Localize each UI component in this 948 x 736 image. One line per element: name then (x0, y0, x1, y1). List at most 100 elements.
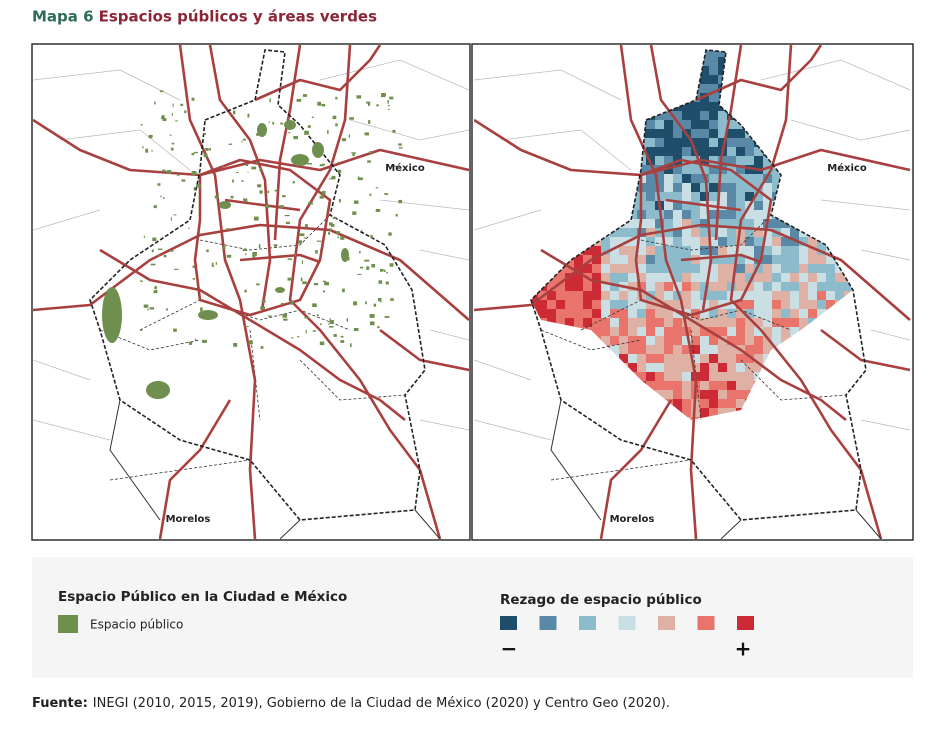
green-area (203, 153, 208, 158)
area-cell (655, 372, 665, 382)
area-cell (574, 273, 584, 283)
area-cell (673, 201, 683, 211)
area-cell (664, 291, 674, 301)
area-cell (691, 210, 701, 220)
area-cell (700, 192, 710, 202)
green-area (149, 307, 155, 310)
source-label: Fuente: INEGI (2010, 2015, 2019), Gobiern… (32, 696, 670, 711)
area-cell (574, 291, 584, 301)
area-cell (736, 192, 746, 202)
area-cell (709, 111, 719, 121)
area-cell (655, 264, 665, 274)
area-cell (736, 156, 746, 166)
legend-item: Espacio público (90, 618, 183, 632)
area-cell (673, 309, 683, 319)
area-cell (718, 192, 728, 202)
green-area (391, 165, 397, 167)
area-cell (565, 309, 575, 319)
area-cell (718, 354, 728, 364)
area-cell (655, 147, 665, 157)
area-cell (574, 309, 584, 319)
area-cell (655, 381, 665, 391)
area-cell (736, 399, 746, 409)
green-area (293, 136, 298, 140)
green-area (251, 166, 257, 170)
area-cell (682, 165, 692, 175)
area-cell (664, 237, 674, 247)
area-cell (646, 138, 656, 148)
green-area (214, 195, 219, 199)
green-area (140, 329, 143, 331)
area-cell (673, 354, 683, 364)
green-area (273, 244, 278, 247)
area-cell (781, 246, 791, 256)
area-cell (583, 318, 593, 328)
area-cell (745, 147, 755, 157)
area-cell (601, 300, 611, 310)
area-cell (799, 309, 809, 319)
area-cell (601, 237, 611, 247)
area-cell (637, 282, 647, 292)
green-area (146, 381, 170, 399)
green-area (292, 181, 295, 184)
area-cell (628, 354, 638, 364)
green-area (192, 278, 195, 280)
area-cell (736, 372, 746, 382)
area-cell (646, 336, 656, 346)
area-cell (727, 390, 737, 400)
green-area (359, 266, 364, 269)
green-area (336, 231, 340, 234)
area-cell (835, 273, 845, 283)
green-area (171, 113, 173, 116)
area-cell (763, 237, 773, 247)
legend-swatch (697, 616, 715, 630)
area-cell (646, 318, 656, 328)
area-cell (673, 273, 683, 283)
area-cell (619, 318, 629, 328)
area-cell (664, 228, 674, 238)
area-cell (646, 129, 656, 139)
area-cell (691, 345, 701, 355)
green-area (399, 147, 403, 149)
green-area (379, 299, 382, 303)
area-cell (808, 237, 818, 247)
area-cell (727, 381, 737, 391)
area-cell (637, 300, 647, 310)
green-area (203, 133, 206, 135)
area-cell (718, 66, 728, 76)
green-area (169, 250, 174, 252)
green-area (180, 103, 184, 106)
area-cell (646, 174, 656, 184)
area-cell (664, 354, 674, 364)
area-cell (637, 246, 647, 256)
area-cell (754, 237, 764, 247)
area-cell (709, 327, 719, 337)
area-cell (646, 345, 656, 355)
area-cell (691, 363, 701, 373)
area-cell (664, 309, 674, 319)
green-area (211, 262, 214, 267)
area-cell (754, 363, 764, 373)
area-cell (637, 255, 647, 265)
area-cell (763, 174, 773, 184)
area-cell (718, 282, 728, 292)
green-area (329, 228, 332, 232)
area-cell (682, 228, 692, 238)
area-cell (754, 318, 764, 328)
area-cell (664, 318, 674, 328)
area-cell (700, 84, 710, 94)
area-cell (763, 300, 773, 310)
area-cell (646, 300, 656, 310)
legend-title: Espacio Público en la Ciudad e México (58, 589, 347, 605)
green-area (322, 163, 325, 166)
area-cell (808, 273, 818, 283)
green-area (356, 95, 362, 99)
area-cell (691, 408, 701, 418)
area-cell (655, 345, 665, 355)
green-area (172, 103, 174, 108)
area-cell (808, 246, 818, 256)
area-cell (700, 318, 710, 328)
area-cell (754, 228, 764, 238)
area-cell (592, 264, 602, 274)
